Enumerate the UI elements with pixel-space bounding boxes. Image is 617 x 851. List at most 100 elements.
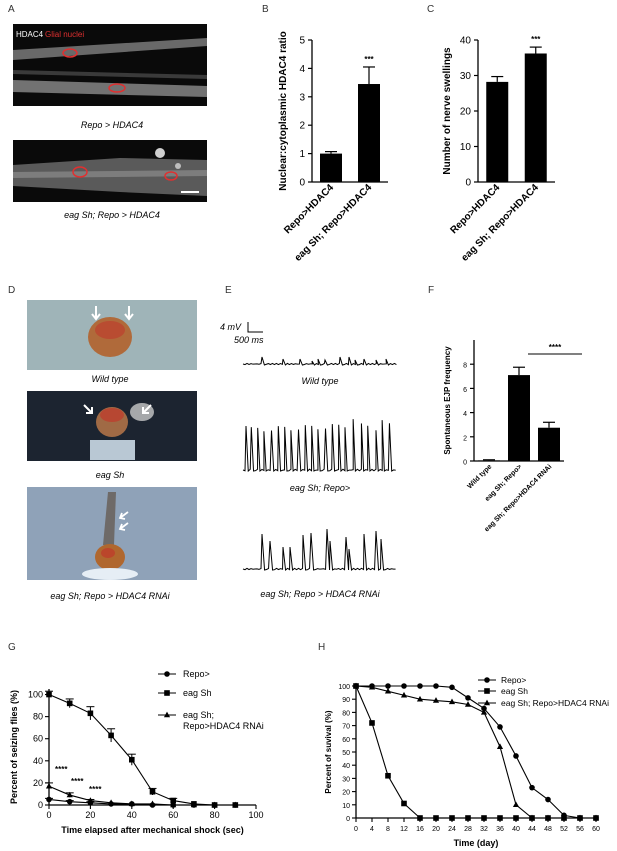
y-tick-label: 30 xyxy=(342,776,350,783)
y-tick-label: 3 xyxy=(299,92,305,103)
legend-hdac4: HDAC4 xyxy=(16,30,44,39)
data-point xyxy=(465,695,471,701)
data-point xyxy=(513,753,519,759)
x-tick-label: 32 xyxy=(480,826,488,833)
data-point xyxy=(433,683,439,689)
nerve-strand xyxy=(13,70,207,79)
significance-label: **** xyxy=(55,765,68,774)
data-point xyxy=(87,710,94,717)
data-point xyxy=(448,698,456,705)
legend-glial-nuclei: Glial nuclei xyxy=(45,30,84,39)
scale-time-label: 500 ms xyxy=(234,335,264,345)
series-line xyxy=(48,694,236,806)
y-tick-label: 50 xyxy=(342,750,350,757)
fly-wing xyxy=(103,492,116,545)
data-point xyxy=(211,801,218,808)
significance-label: **** xyxy=(89,785,102,794)
x-tick-label: 0 xyxy=(354,826,358,833)
series-line xyxy=(48,785,236,806)
data-point xyxy=(560,814,568,821)
panel-letter-b: B xyxy=(262,4,269,15)
data-point xyxy=(449,815,455,821)
panel-letter-c: C xyxy=(427,4,434,15)
data-point xyxy=(481,815,487,821)
category-label: eag Sh; Repo>HDAC4 xyxy=(459,182,541,264)
data-point xyxy=(484,688,490,694)
data-point xyxy=(46,691,52,698)
legend-label: eag Sh; xyxy=(183,710,214,720)
data-point xyxy=(464,701,472,707)
data-point xyxy=(164,671,170,677)
panel-letter-e: E xyxy=(225,285,232,296)
legend-label: eag Sh xyxy=(183,688,212,698)
data-point xyxy=(128,800,135,807)
x-tick-label: 44 xyxy=(528,826,536,833)
x-tick-label: 8 xyxy=(386,826,390,833)
fly-eyes xyxy=(100,408,124,422)
panel-letter-f: F xyxy=(428,285,434,296)
y-tick-label: 0 xyxy=(465,178,471,189)
y-tick-label: 20 xyxy=(342,790,350,797)
nerve-strand xyxy=(13,80,207,97)
caption-eag-sh: eag Sh xyxy=(96,470,125,480)
x-tick-label: 40 xyxy=(127,810,137,820)
data-point xyxy=(512,801,520,808)
panel-e: 4 mV 500 ms Wild type eag Sh; Repo> eag … xyxy=(220,322,397,599)
trace-eag-repo xyxy=(242,419,396,473)
scale-bar xyxy=(247,322,263,333)
nerve-strand xyxy=(13,170,207,178)
data-point xyxy=(66,791,73,798)
y-tick-label: 0 xyxy=(299,178,305,189)
fly-eyes xyxy=(101,548,115,558)
y-tick-label: 6 xyxy=(463,387,467,394)
y-tick-label: 60 xyxy=(33,734,43,744)
data-point xyxy=(417,683,423,689)
y-axis-label: Percent of suvival (%) xyxy=(324,710,333,793)
bar xyxy=(508,375,530,461)
scale-voltage-label: 4 mV xyxy=(220,322,242,332)
y-tick-label: 40 xyxy=(33,756,43,766)
y-tick-label: 100 xyxy=(338,684,350,691)
x-tick-label: 4 xyxy=(370,826,374,833)
data-point xyxy=(400,691,408,698)
legend-label: eag Sh xyxy=(501,686,528,696)
y-tick-label: 8 xyxy=(463,363,467,370)
data-point xyxy=(433,815,439,821)
arrow-icon xyxy=(124,306,134,321)
chart-seizing-flies: 0 20 40 60 80 100 0 20 40 60 80 100 Time elapsed aft… xyxy=(9,669,264,835)
data-point xyxy=(170,797,176,804)
data-point xyxy=(164,690,170,696)
data-point xyxy=(417,815,423,821)
caption-wild-type: Wild type xyxy=(92,374,129,384)
x-tick-label: 16 xyxy=(416,826,424,833)
x-tick-label: 28 xyxy=(464,826,472,833)
series-line xyxy=(355,685,596,819)
panel-letter-a: A xyxy=(8,4,15,15)
data-point xyxy=(87,797,94,803)
y-tick-label: 20 xyxy=(33,778,43,788)
y-tick-label: 90 xyxy=(342,697,350,704)
y-axis-label: Spontaneous EJP frequency xyxy=(443,346,452,455)
data-point xyxy=(385,772,391,779)
y-tick-label: 2 xyxy=(463,435,467,442)
y-axis-label: Percent of seizing flies (%) xyxy=(9,690,19,804)
data-point xyxy=(465,815,471,821)
x-tick-label: 0 xyxy=(46,810,51,820)
y-tick-label: 30 xyxy=(460,71,472,82)
glial-nucleus-outline xyxy=(62,48,78,58)
x-tick-label: 60 xyxy=(168,810,178,820)
panel-letter-g: G xyxy=(8,642,16,653)
data-point xyxy=(369,720,375,726)
x-tick-label: 48 xyxy=(544,826,552,833)
y-axis-label: Number of nerve swellings xyxy=(442,47,453,175)
y-tick-label: 10 xyxy=(460,142,472,153)
x-tick-label: 52 xyxy=(560,826,568,833)
data-point xyxy=(449,684,455,691)
x-tick-label: 40 xyxy=(512,826,520,833)
stage-glass xyxy=(82,568,138,580)
data-point xyxy=(416,695,424,702)
